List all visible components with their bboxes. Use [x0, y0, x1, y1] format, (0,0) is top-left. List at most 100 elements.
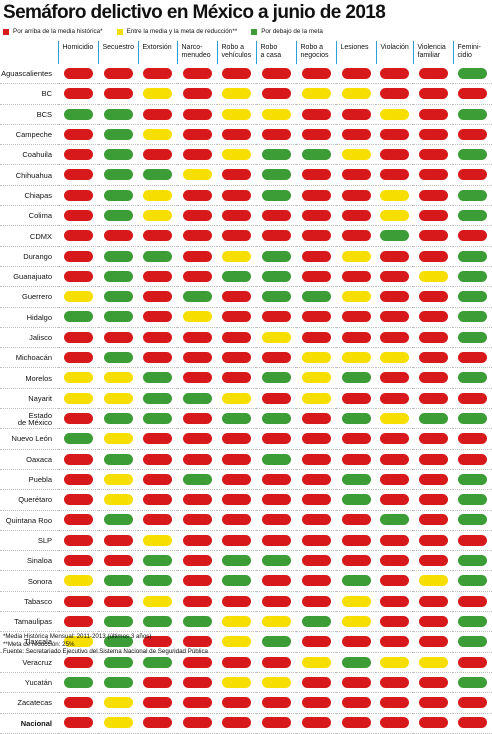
status-cell — [336, 347, 376, 369]
status-cell — [256, 307, 296, 328]
status-cell — [296, 469, 336, 491]
status-cell — [413, 388, 453, 410]
status-pill — [301, 697, 331, 709]
status-cell — [58, 367, 98, 389]
state-label: Yucatán — [0, 672, 58, 694]
status-cell — [336, 489, 376, 511]
status-cell — [177, 83, 217, 105]
state-label: Sonora — [0, 570, 58, 592]
status-pill — [63, 67, 93, 79]
status-pill — [103, 433, 133, 445]
status-cell — [256, 225, 296, 247]
status-cell — [177, 510, 217, 531]
status-cell — [296, 692, 336, 714]
status-cell — [98, 449, 138, 470]
status-pill — [103, 128, 133, 140]
status-cell — [413, 652, 453, 673]
status-pill — [182, 250, 212, 262]
status-pill — [63, 189, 93, 201]
status-cell — [453, 611, 492, 633]
status-pill — [380, 128, 409, 140]
traffic-light-table: Homicidio Secuestro Extorsión Narco-menudeo… — [0, 41, 492, 734]
status-pill — [418, 595, 448, 607]
status-pill — [261, 473, 291, 485]
status-pill — [341, 311, 371, 323]
status-pill — [222, 311, 251, 323]
table-row: Guerrero — [0, 286, 492, 308]
status-pill — [143, 615, 172, 627]
status-pill — [103, 311, 133, 323]
status-cell — [376, 286, 413, 308]
status-pill — [341, 697, 371, 709]
status-pill — [418, 149, 448, 161]
status-pill — [458, 615, 487, 627]
status-pill — [418, 717, 448, 729]
status-cell — [413, 327, 453, 349]
status-pill — [63, 494, 93, 506]
status-pill — [182, 67, 212, 79]
table-row: SLP — [0, 530, 492, 552]
status-pill — [261, 514, 291, 526]
status-cell — [296, 104, 336, 125]
status-pill — [341, 291, 371, 303]
status-cell — [138, 225, 177, 247]
status-cell — [376, 367, 413, 389]
status-pill — [458, 270, 487, 282]
status-pill — [301, 169, 331, 181]
status-pill — [103, 331, 133, 343]
status-pill — [222, 128, 251, 140]
status-pill — [418, 656, 448, 668]
state-label: Chihuahua — [0, 164, 58, 186]
status-pill — [63, 717, 93, 729]
status-cell — [296, 246, 336, 267]
status-pill — [103, 67, 133, 79]
status-cell — [177, 672, 217, 694]
table-row: Estado de México — [0, 408, 492, 430]
status-pill — [418, 372, 448, 384]
status-cell — [58, 550, 98, 572]
status-pill — [63, 291, 93, 303]
state-label: Chiapas — [0, 185, 58, 207]
status-cell — [217, 631, 256, 653]
status-cell — [376, 510, 413, 531]
status-cell — [58, 408, 98, 430]
status-cell — [177, 185, 217, 207]
status-pill — [63, 149, 93, 161]
status-pill — [143, 209, 172, 221]
status-cell — [177, 449, 217, 470]
status-cell — [256, 631, 296, 653]
status-pill — [182, 717, 212, 729]
status-cell — [217, 225, 256, 247]
status-pill — [182, 412, 212, 424]
status-cell — [453, 550, 492, 572]
status-pill — [103, 250, 133, 262]
status-cell — [376, 205, 413, 227]
status-cell — [336, 449, 376, 470]
status-pill — [458, 209, 487, 221]
status-cell — [296, 510, 336, 531]
status-cell — [376, 672, 413, 694]
status-pill — [261, 697, 291, 709]
state-label: Sinaloa — [0, 550, 58, 572]
status-cell — [98, 327, 138, 349]
status-pill — [301, 656, 331, 668]
state-label: SLP — [0, 530, 58, 552]
status-cell — [296, 185, 336, 207]
state-label: Oaxaca — [0, 449, 58, 470]
status-cell — [58, 510, 98, 531]
status-pill — [222, 331, 251, 343]
status-cell — [453, 408, 492, 430]
status-cell — [336, 266, 376, 288]
status-cell — [98, 266, 138, 288]
status-cell — [138, 388, 177, 410]
status-pill — [380, 67, 409, 79]
status-pill — [143, 352, 172, 364]
status-cell — [413, 246, 453, 267]
status-cell — [256, 266, 296, 288]
status-cell — [58, 205, 98, 227]
status-pill — [341, 534, 371, 546]
status-cell — [256, 449, 296, 470]
footnote-source: Fuente: Secretariado Ejecutivo del Siste… — [3, 648, 208, 656]
status-cell — [296, 428, 336, 450]
status-pill — [222, 352, 251, 364]
